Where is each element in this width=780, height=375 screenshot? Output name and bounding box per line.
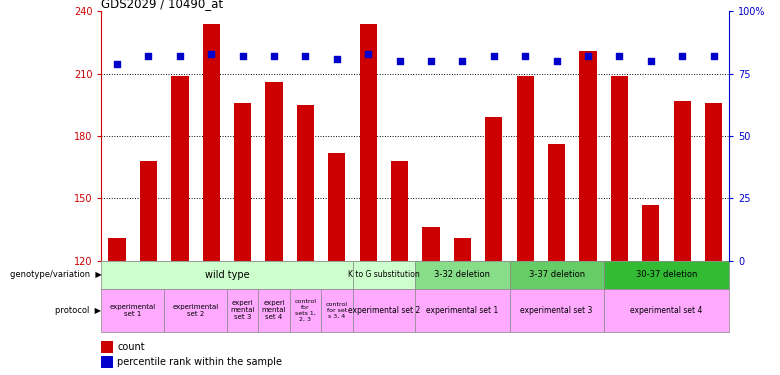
Bar [604, 261, 729, 289]
Text: experimental set 1: experimental set 1 [427, 306, 498, 315]
Point [236, 53, 249, 59]
Text: experi
mental
set 3: experi mental set 3 [230, 300, 255, 320]
Point [551, 58, 563, 64]
Bar [604, 289, 729, 332]
Point [456, 58, 469, 64]
Bar [101, 289, 165, 332]
Point [362, 51, 374, 57]
Text: percentile rank within the sample: percentile rank within the sample [117, 357, 282, 367]
Bar [516, 76, 534, 261]
Bar [509, 261, 604, 289]
Bar [423, 227, 440, 261]
Bar [416, 289, 509, 332]
Bar [140, 161, 157, 261]
Bar [101, 341, 112, 352]
Bar [642, 204, 659, 261]
Bar [290, 289, 321, 332]
Bar [321, 289, 353, 332]
Text: wild type: wild type [204, 270, 250, 280]
Bar [611, 76, 628, 261]
Text: control
for
sets 1,
2, 3: control for sets 1, 2, 3 [295, 299, 317, 321]
Bar [416, 261, 509, 289]
Point [707, 53, 720, 59]
Text: experimental set 3: experimental set 3 [520, 306, 593, 315]
Bar [485, 117, 502, 261]
Bar [580, 51, 597, 261]
Point [613, 53, 626, 59]
Bar [328, 153, 346, 261]
Text: K to G substitution: K to G substitution [348, 270, 420, 279]
Bar [101, 356, 112, 368]
Point [644, 58, 657, 64]
Point [331, 56, 343, 62]
Point [268, 53, 280, 59]
Point [174, 53, 186, 59]
Bar [454, 238, 471, 261]
Bar [165, 289, 227, 332]
Bar [674, 100, 691, 261]
Text: experimental
set 1: experimental set 1 [110, 304, 156, 317]
Bar [203, 24, 220, 261]
Point [142, 53, 154, 59]
Point [676, 53, 689, 59]
Text: GDS2029 / 10490_at: GDS2029 / 10490_at [101, 0, 224, 10]
Bar [101, 261, 353, 289]
Text: count: count [117, 342, 145, 352]
Bar [353, 261, 416, 289]
Point [425, 58, 438, 64]
Text: control
for set
s 3, 4: control for set s 3, 4 [326, 302, 348, 319]
Bar [258, 289, 290, 332]
Bar [548, 144, 565, 261]
Bar [172, 76, 189, 261]
Bar [108, 238, 126, 261]
Bar [234, 103, 251, 261]
Bar [360, 24, 377, 261]
Text: experimental set 4: experimental set 4 [630, 306, 703, 315]
Point [519, 53, 531, 59]
Text: experimental
set 2: experimental set 2 [172, 304, 218, 317]
Text: genotype/variation  ▶: genotype/variation ▶ [9, 270, 101, 279]
Point [205, 51, 218, 57]
Text: protocol  ▶: protocol ▶ [55, 306, 101, 315]
Bar [265, 82, 282, 261]
Point [582, 53, 594, 59]
Text: experi
mental
set 4: experi mental set 4 [262, 300, 286, 320]
Bar [297, 105, 314, 261]
Bar [353, 289, 416, 332]
Point [488, 53, 500, 59]
Bar [227, 289, 258, 332]
Text: 3-37 deletion: 3-37 deletion [529, 270, 585, 279]
Bar [391, 161, 408, 261]
Point [111, 61, 123, 67]
Text: 3-32 deletion: 3-32 deletion [434, 270, 491, 279]
Bar [705, 103, 722, 261]
Point [393, 58, 406, 64]
Point [300, 53, 312, 59]
Text: 30-37 deletion: 30-37 deletion [636, 270, 697, 279]
Bar [509, 289, 604, 332]
Text: experimental set 2: experimental set 2 [348, 306, 420, 315]
